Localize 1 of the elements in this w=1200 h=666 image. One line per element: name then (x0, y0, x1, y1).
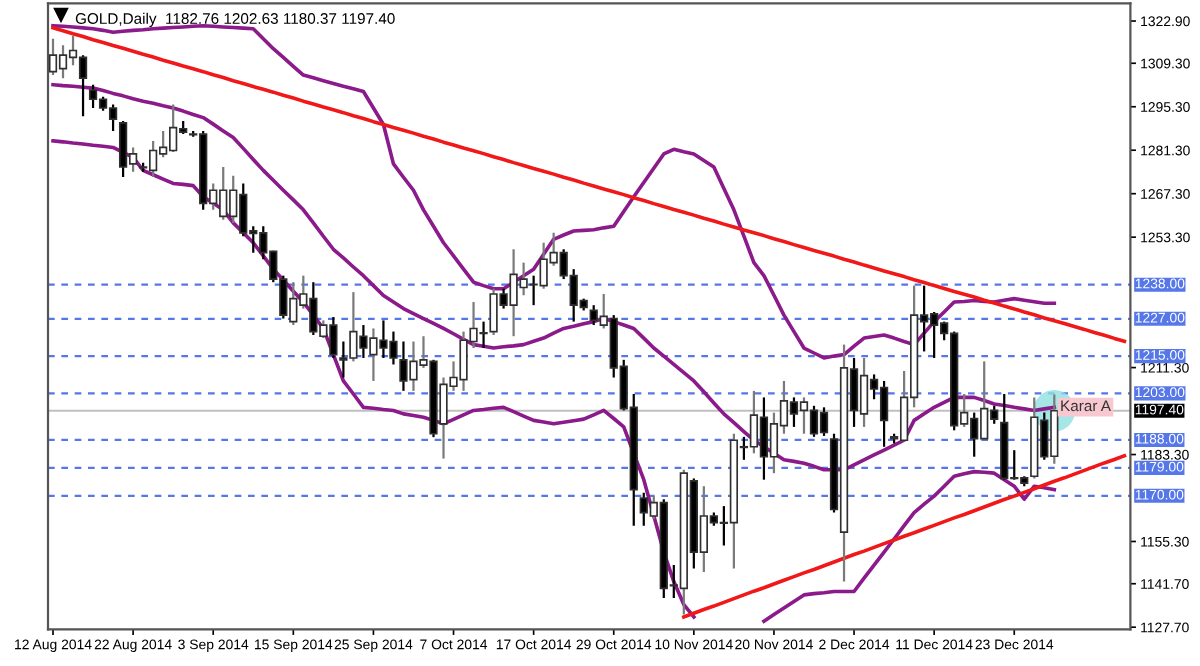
line-series (682, 453, 1127, 619)
